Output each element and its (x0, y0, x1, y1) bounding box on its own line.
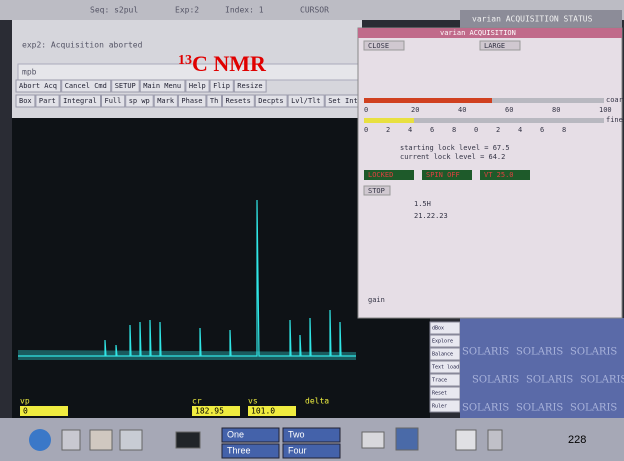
brand-text: SOLARIS (570, 347, 617, 358)
seq: Seq: s2pul (90, 6, 138, 15)
coarse-label: coarse (606, 96, 624, 104)
brand-text: SOLARIS (462, 403, 509, 414)
param-value: 101.0 (251, 407, 275, 416)
workspace-label: Three (227, 445, 251, 455)
trash-icon[interactable] (488, 430, 502, 450)
side-label: Explore (432, 339, 453, 345)
close-label: CLOSE (368, 42, 389, 50)
menu-label: Full (105, 97, 122, 105)
command: mpb (22, 68, 37, 77)
fine-bar (364, 118, 414, 123)
brand-text: SOLARIS (526, 375, 573, 386)
workspace-label: One (227, 429, 244, 439)
coarse-tick: 100 (599, 106, 612, 114)
param-label: cr (192, 397, 202, 406)
param-value: 0 (23, 407, 28, 416)
menu-label: Set Int (328, 97, 358, 105)
menu-label: Th (210, 97, 218, 105)
app-icon[interactable] (396, 428, 418, 450)
param-label: vs (248, 397, 258, 406)
coarse-tick: 60 (505, 106, 513, 114)
menu-label: sp wp (129, 97, 150, 105)
coarse-tick: 80 (552, 106, 560, 114)
overlay-title: 13C NMR (178, 51, 267, 76)
menu-label: SETUP (115, 82, 136, 90)
lock-start: starting lock level = 67.5 (400, 144, 510, 152)
workspace-label: Four (288, 445, 307, 455)
menu-label: Main Menu (143, 82, 181, 90)
app-icon[interactable] (90, 430, 112, 450)
app-icon[interactable] (176, 432, 200, 448)
side-label: Text load (432, 365, 459, 371)
side-label: Balance (432, 352, 453, 358)
fine-tick: 2 (496, 126, 500, 134)
menu-label: Help (189, 82, 206, 90)
side-label: dBox (432, 326, 444, 332)
app-icon[interactable] (62, 430, 80, 450)
menu-label: Box (19, 97, 32, 105)
page-number: 228 (568, 434, 586, 446)
menu-label: Resets (226, 97, 251, 105)
fine-tick: 8 (452, 126, 456, 134)
menu-label: Part (39, 97, 56, 105)
indicator-label: LOCKED (368, 171, 393, 179)
brand-text: SOLARIS (462, 347, 509, 358)
printer-icon[interactable] (362, 432, 384, 448)
side-label: Ruler (432, 404, 447, 410)
fine-tick: 6 (430, 126, 434, 134)
fine-tick: 2 (386, 126, 390, 134)
exp: Exp:2 (175, 6, 199, 15)
acq-title: varian ACQUISITION (440, 29, 516, 37)
indicator-label: SPIN OFF (426, 171, 460, 179)
coarse-tick: 0 (364, 106, 368, 114)
app-icon[interactable] (120, 430, 142, 450)
menu-label: Phase (181, 97, 202, 105)
param-label: vp (20, 397, 30, 406)
fine-tick: 0 (364, 126, 368, 134)
index: Index: 1 (225, 6, 264, 15)
title-text: C NMR (192, 51, 267, 76)
screen: Seq: s2pul Exp:2 Index: 1 CURSOR exp2: A… (0, 0, 624, 461)
menu-label: Lvl/Tlt (291, 97, 321, 105)
isotope: 13 (178, 53, 192, 68)
menu-label: Cancel Cmd (65, 82, 107, 90)
indicator-label: VT 25.0 (484, 171, 514, 179)
fine-tick: 8 (562, 126, 566, 134)
coarse-tick: 20 (411, 106, 419, 114)
status-window-title: varian ACQUISITION STATUS (472, 15, 593, 24)
workspace-label: Two (288, 429, 305, 439)
menu-label: Integral (63, 97, 97, 105)
menu-label: Mark (157, 97, 175, 105)
fine-label: fine (606, 116, 623, 124)
clock: 21.22.23 (414, 212, 448, 220)
menu-label: Flip (213, 82, 230, 90)
globe-icon[interactable] (29, 429, 51, 451)
brand-text: SOLARIS (516, 403, 563, 414)
gain: gain (368, 296, 385, 304)
coarse-tick: 40 (458, 106, 466, 114)
brand-text: SOLARIS (570, 403, 617, 414)
side-label: Trace (432, 378, 447, 384)
menu-label: Decpts (258, 97, 283, 105)
menu-label: Abort Acq (19, 82, 57, 90)
time: 1.5H (414, 200, 431, 208)
brand-text: SOLARIS (472, 375, 519, 386)
message: exp2: Acquisition aborted (22, 41, 143, 50)
fine-tick: 6 (540, 126, 544, 134)
fine-tick: 4 (518, 126, 522, 134)
stop-label: STOP (368, 187, 385, 195)
lock-current: current lock level = 64.2 (400, 153, 505, 161)
param-value: 182.95 (195, 407, 224, 416)
large-label: LARGE (484, 42, 505, 50)
menu-label: Resize (237, 82, 262, 90)
mode: CURSOR (300, 6, 329, 15)
brand-text: SOLARIS (580, 375, 624, 386)
fine-tick: 0 (474, 126, 478, 134)
fine-tick: 4 (408, 126, 412, 134)
brand-text: SOLARIS (516, 347, 563, 358)
param-label: delta (305, 397, 329, 406)
side-label: Reset (432, 391, 447, 397)
coarse-bar (364, 98, 492, 103)
help-icon[interactable] (456, 430, 476, 450)
